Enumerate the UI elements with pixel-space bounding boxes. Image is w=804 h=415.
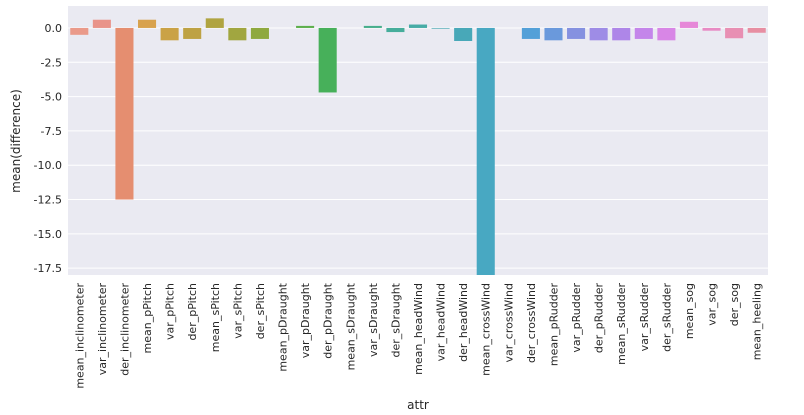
y-tick-label: -10.0 xyxy=(34,159,62,172)
x-tick-labels: mean_inclinometer var_inclinometer der_inc… xyxy=(73,282,763,388)
x-tick-label: der_pPitch xyxy=(186,283,199,341)
plot-area-background xyxy=(68,6,768,275)
bar-var-ppitch xyxy=(160,27,179,41)
bar-mean-spitch xyxy=(205,18,224,28)
y-tick-label: -17.5 xyxy=(34,262,62,275)
x-tick-label: mean_sDraught xyxy=(344,282,357,370)
x-tick-label: mean_crossWind xyxy=(480,283,493,376)
x-tick-label: der_pRudder xyxy=(593,283,606,354)
x-tick-label: der_pDraught xyxy=(322,282,335,358)
x-tick-label: der_inclinometer xyxy=(118,283,131,376)
bar-mean-crosswind xyxy=(476,27,495,275)
bar-der-pdraught xyxy=(318,27,337,93)
x-tick-label: mean_pPitch xyxy=(141,283,154,353)
bar-mean-prudder xyxy=(544,27,563,41)
x-tick-label: mean_pRudder xyxy=(547,283,560,367)
x-tick-label: der_sDraught xyxy=(389,282,402,357)
y-tick-label: -12.5 xyxy=(34,194,62,207)
y-tick-label: -15.0 xyxy=(34,228,62,241)
x-tick-label: var_headWind xyxy=(435,283,448,361)
bar-der-ppitch xyxy=(183,27,202,39)
bars xyxy=(70,18,766,275)
x-tick-label: mean_sPitch xyxy=(209,283,222,352)
bar-var-prudder xyxy=(567,27,586,39)
y-tick-label: -5.0 xyxy=(41,91,62,104)
bar-der-headwind xyxy=(454,27,473,41)
x-axis-label: attr xyxy=(407,398,429,412)
x-tick-label: var_sRudder xyxy=(638,283,651,352)
x-tick-label: der_sog xyxy=(728,283,741,326)
bar-var-srudder xyxy=(634,27,653,39)
x-tick-label: der_headWind xyxy=(457,283,470,362)
bar-der-sog xyxy=(725,27,744,39)
bar-mean-heeling xyxy=(747,27,766,33)
x-tick-label: der_crossWind xyxy=(525,283,538,363)
x-tick-label: var_sog xyxy=(706,283,719,326)
y-tick-labels: 0.0 -2.5 -5.0 -7.5 -10.0 -12.5 -15.0 -17.5 xyxy=(34,22,62,275)
y-tick-label: -2.5 xyxy=(41,56,62,69)
bar-mean-headwind xyxy=(408,24,428,28)
bar-var-sog xyxy=(702,27,721,31)
gridlines xyxy=(68,27,768,269)
bar-der-prudder xyxy=(589,27,608,41)
bar-var-headwind xyxy=(431,27,450,29)
y-axis-label: mean(difference) xyxy=(9,89,23,193)
bar-der-crosswind xyxy=(521,27,540,39)
bar-var-sdraught xyxy=(363,25,382,28)
x-tick-label: mean_sRudder xyxy=(615,283,628,365)
bar-var-pdraught xyxy=(296,25,315,28)
bar-der-sdraught xyxy=(386,27,405,33)
x-tick-label: var_sPitch xyxy=(231,283,244,339)
bar-var-inclinometer xyxy=(92,19,111,28)
x-tick-label: mean_inclinometer xyxy=(73,283,86,389)
y-tick-label: -7.5 xyxy=(41,125,62,138)
x-tick-label: der_sRudder xyxy=(660,283,673,352)
y-tick-label: 0.0 xyxy=(45,22,63,35)
x-tick-label: var_sDraught xyxy=(367,282,380,357)
x-tick-label: mean_pDraught xyxy=(277,282,290,371)
bar-mean-ppitch xyxy=(138,19,157,28)
x-tick-label: mean_headWind xyxy=(412,283,425,375)
x-tick-label: var_pDraught xyxy=(299,282,312,358)
x-tick-label: var_pRudder xyxy=(570,283,583,353)
x-tick-label: mean_heeling xyxy=(751,283,764,360)
bar-der-inclinometer xyxy=(115,27,134,200)
bar-mean-sog xyxy=(679,21,698,28)
bar-mean-inclinometer xyxy=(70,27,89,35)
x-tick-label: var_crossWind xyxy=(502,283,515,362)
x-tick-label: der_sPitch xyxy=(254,283,267,339)
bar-der-srudder xyxy=(657,27,676,41)
x-tick-label: mean_sog xyxy=(683,283,696,339)
x-tick-label: var_inclinometer xyxy=(96,283,109,376)
bar-der-spitch xyxy=(250,27,269,39)
bar-mean-srudder xyxy=(612,27,631,41)
x-tick-label: var_pPitch xyxy=(164,283,177,340)
bar-var-spitch xyxy=(228,27,247,41)
